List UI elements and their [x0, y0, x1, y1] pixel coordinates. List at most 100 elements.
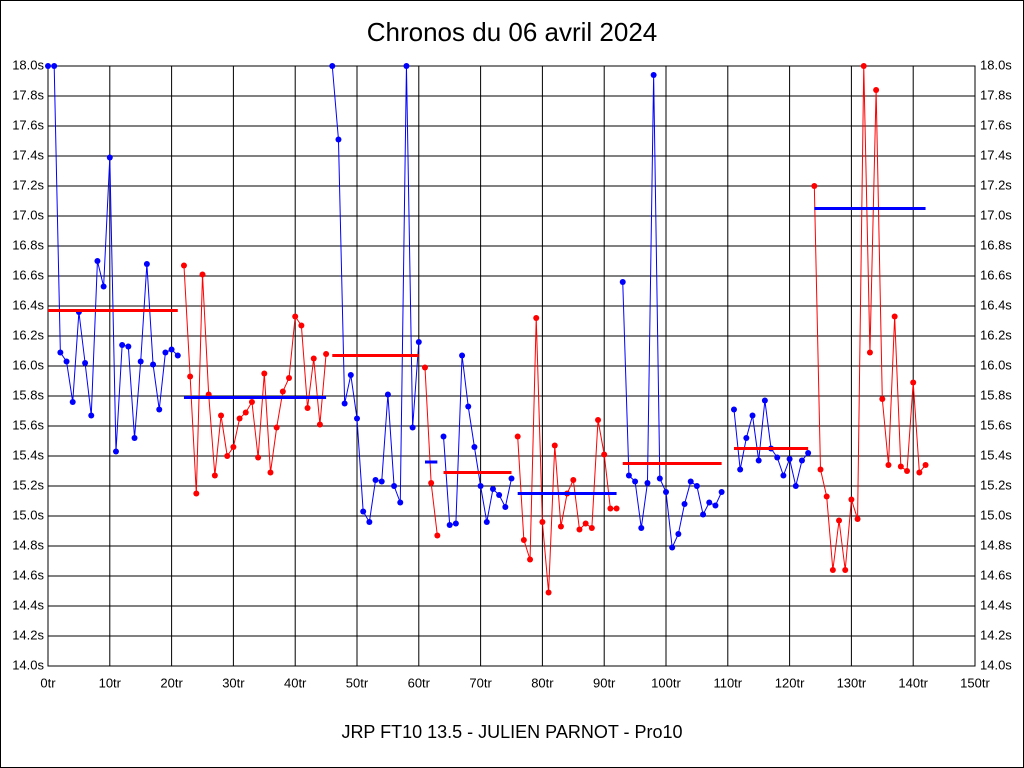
y-tick-label-right: 14.0s	[980, 657, 1012, 672]
data-point	[384, 391, 391, 398]
data-point	[897, 463, 904, 470]
data-point	[57, 349, 64, 356]
data-point	[415, 339, 422, 345]
data-point	[669, 544, 676, 551]
data-point	[354, 415, 360, 422]
data-point	[125, 343, 132, 350]
x-tick-label: 120tr	[775, 675, 805, 690]
data-point	[545, 589, 552, 596]
y-tick-label-right: 14.2s	[980, 627, 1012, 642]
y-tick-label: 17.0s	[12, 207, 44, 222]
y-tick-label-right: 16.8s	[980, 237, 1012, 252]
data-point	[780, 472, 787, 479]
data-point	[644, 480, 651, 486]
series-line	[183, 265, 327, 494]
data-point	[786, 456, 793, 462]
data-point	[341, 400, 348, 407]
data-point	[174, 352, 181, 359]
data-point	[539, 519, 546, 525]
y-tick-label-right: 15.8s	[980, 387, 1012, 402]
data-point	[798, 457, 805, 464]
data-point	[335, 136, 342, 143]
data-point	[366, 519, 373, 525]
data-point	[446, 522, 453, 528]
data-point	[520, 537, 527, 543]
data-point	[168, 346, 175, 353]
data-point	[316, 421, 323, 428]
data-point	[693, 483, 700, 489]
data-point	[199, 271, 206, 278]
data-point	[94, 258, 101, 264]
x-tick-label: 100tr	[651, 675, 681, 690]
data-point	[397, 499, 404, 506]
y-tick-label: 14.8s	[12, 537, 44, 552]
y-tick-label-right: 17.4s	[980, 147, 1012, 162]
data-point	[224, 453, 231, 459]
data-point	[588, 525, 595, 531]
data-point	[527, 556, 534, 563]
data-point	[885, 462, 892, 468]
data-point	[279, 388, 286, 395]
data-point	[836, 517, 843, 524]
data-point	[471, 444, 478, 450]
data-point	[675, 531, 682, 537]
data-point	[112, 448, 119, 455]
data-point	[557, 523, 564, 530]
data-point	[904, 468, 911, 474]
y-tick-label: 16.6s	[12, 267, 44, 282]
x-tick-label: 130tr	[837, 675, 867, 690]
y-tick-label-right: 17.6s	[980, 117, 1012, 132]
data-point	[218, 412, 225, 419]
data-point	[613, 505, 620, 512]
data-point	[459, 352, 466, 359]
data-point	[570, 477, 577, 483]
data-point	[848, 496, 855, 503]
data-point	[180, 262, 187, 269]
data-point	[656, 475, 663, 482]
data-point	[533, 315, 540, 321]
data-point	[483, 519, 490, 525]
data-point	[805, 450, 812, 456]
data-point	[286, 375, 293, 381]
data-point	[625, 472, 632, 479]
data-point	[663, 489, 669, 495]
y-tick-label: 15.8s	[12, 387, 44, 402]
data-point	[255, 454, 262, 461]
x-tick-label: 50tr	[346, 675, 369, 690]
data-point	[440, 433, 447, 440]
data-point	[323, 351, 330, 357]
data-point	[700, 511, 707, 518]
data-point	[465, 403, 472, 410]
data-point	[211, 472, 218, 479]
data-point	[730, 406, 737, 413]
x-tick-label: 70tr	[469, 675, 492, 690]
y-tick-label-right: 15.0s	[980, 507, 1012, 522]
data-point	[45, 63, 51, 69]
y-tick-label: 14.2s	[12, 627, 44, 642]
y-tick-label-right: 17.8s	[980, 87, 1012, 102]
data-point	[193, 490, 200, 497]
data-point	[601, 451, 608, 458]
x-tick-label: 20tr	[160, 675, 183, 690]
data-point	[428, 480, 435, 486]
data-point	[514, 433, 521, 440]
y-tick-label: 14.0s	[12, 657, 44, 672]
data-point	[310, 355, 317, 362]
data-point	[496, 492, 503, 498]
data-point	[304, 405, 311, 411]
data-point	[137, 358, 144, 365]
x-tick-label: 60tr	[408, 675, 431, 690]
x-tick-label: 80tr	[531, 675, 554, 690]
data-point	[632, 478, 639, 485]
data-point	[879, 396, 886, 402]
data-point	[292, 313, 299, 320]
data-point	[687, 478, 694, 485]
data-point	[891, 313, 898, 320]
y-tick-label: 15.2s	[12, 477, 44, 492]
y-tick-label-right: 16.0s	[980, 357, 1012, 372]
y-tick-label: 14.4s	[12, 597, 44, 612]
data-point	[638, 525, 645, 531]
data-point	[162, 349, 169, 356]
data-point	[774, 454, 781, 461]
